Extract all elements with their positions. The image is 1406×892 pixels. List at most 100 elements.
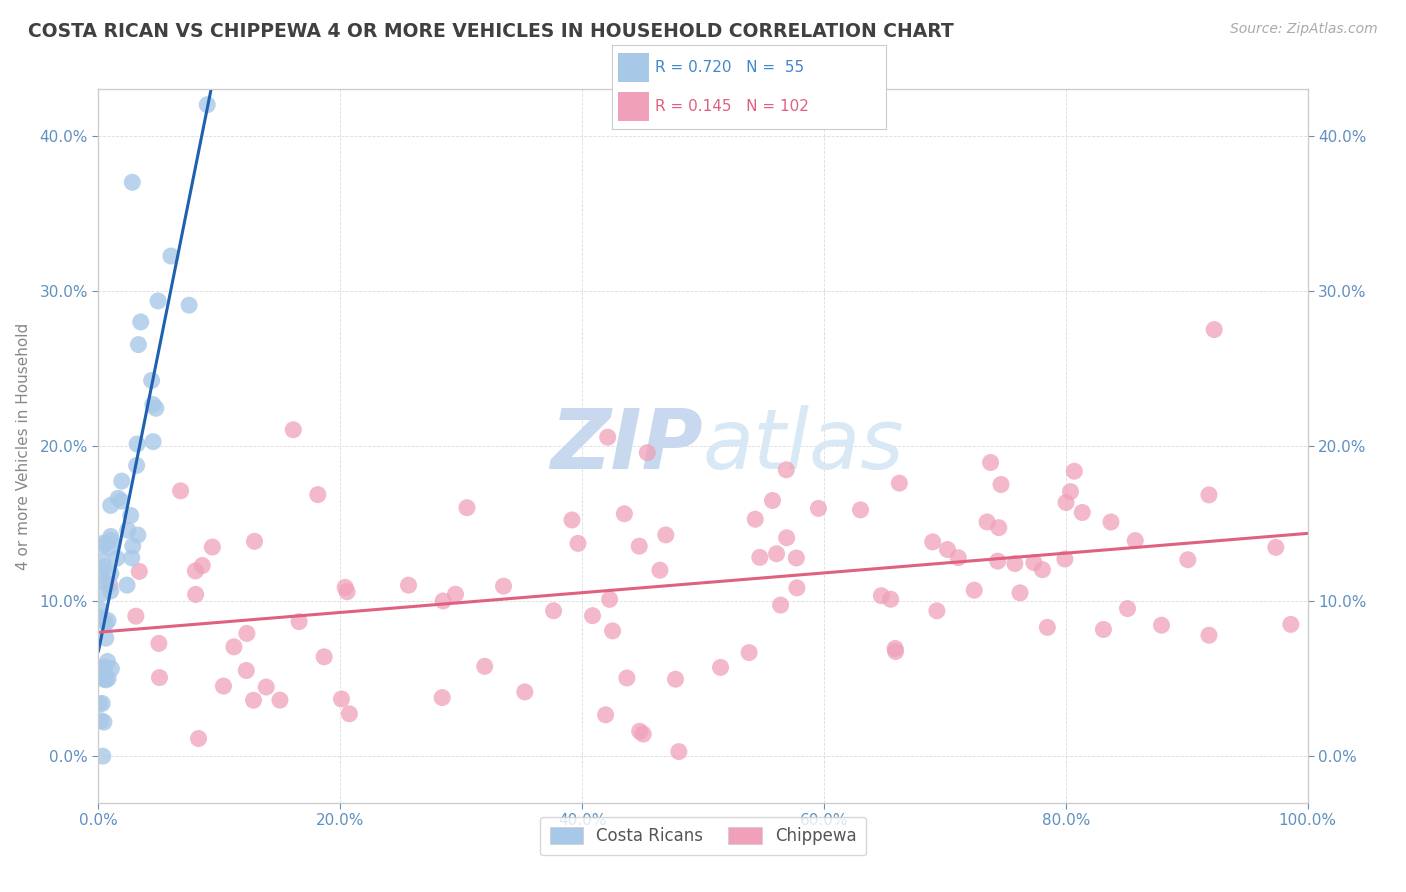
Point — [849, 503, 872, 517]
Point — [444, 587, 467, 601]
Y-axis label: 4 or more Vehicles in Household: 4 or more Vehicles in Household — [17, 322, 31, 570]
Point — [775, 531, 797, 545]
Point — [242, 693, 264, 707]
Point — [889, 476, 911, 491]
Point — [91, 614, 114, 628]
Point — [141, 373, 163, 387]
Point — [936, 542, 959, 557]
Point — [709, 660, 731, 674]
Point — [581, 608, 603, 623]
Point — [201, 540, 224, 554]
Point — [111, 474, 134, 488]
Point — [807, 501, 830, 516]
Text: atlas: atlas — [703, 406, 904, 486]
Point — [94, 575, 117, 590]
Point — [543, 604, 565, 618]
Point — [105, 551, 128, 566]
Point — [307, 488, 329, 502]
Point — [1198, 488, 1220, 502]
Point — [1036, 620, 1059, 634]
Bar — [619, 92, 648, 120]
Point — [337, 706, 360, 721]
Point — [1198, 628, 1220, 642]
Point — [1004, 557, 1026, 571]
Point — [976, 515, 998, 529]
Point — [93, 538, 115, 552]
Point — [93, 560, 115, 574]
Point — [474, 659, 496, 673]
Point — [98, 541, 121, 555]
Point — [648, 563, 671, 577]
Point — [738, 646, 761, 660]
Point — [456, 500, 478, 515]
Point — [884, 644, 907, 658]
Point — [115, 578, 138, 592]
Point — [148, 671, 170, 685]
Point — [288, 615, 311, 629]
Point — [89, 697, 111, 711]
Point — [775, 463, 797, 477]
Point — [596, 430, 619, 444]
Point — [145, 401, 167, 416]
Point — [336, 584, 359, 599]
Point — [1099, 515, 1122, 529]
Point — [100, 499, 122, 513]
Text: R = 0.720   N =  55: R = 0.720 N = 55 — [655, 60, 804, 75]
Point — [100, 662, 122, 676]
Point — [243, 534, 266, 549]
Point — [631, 727, 654, 741]
Point — [120, 508, 142, 523]
Point — [90, 714, 112, 728]
Point — [195, 97, 218, 112]
Point — [1092, 623, 1115, 637]
Point — [398, 578, 420, 592]
Point — [655, 528, 678, 542]
Point — [127, 528, 149, 542]
Point — [990, 477, 1012, 491]
Point — [664, 672, 686, 686]
Point — [100, 529, 122, 543]
Point — [283, 423, 305, 437]
Point — [432, 594, 454, 608]
Point — [127, 337, 149, 351]
Point — [148, 636, 170, 650]
Point — [94, 616, 117, 631]
Point — [668, 745, 690, 759]
Point — [1008, 586, 1031, 600]
Point — [1279, 617, 1302, 632]
Point — [602, 624, 624, 638]
Point — [786, 581, 808, 595]
Point — [100, 533, 122, 548]
Point — [184, 564, 207, 578]
Point — [222, 640, 245, 654]
Point — [90, 661, 112, 675]
Point — [1071, 506, 1094, 520]
Point — [1177, 553, 1199, 567]
Point — [948, 550, 970, 565]
Point — [89, 603, 111, 617]
Point — [1116, 601, 1139, 615]
Point — [269, 693, 291, 707]
Point — [628, 724, 651, 739]
Point — [870, 589, 893, 603]
Point — [89, 569, 111, 583]
Point — [187, 731, 209, 746]
Point — [128, 565, 150, 579]
Point — [1059, 484, 1081, 499]
Point — [595, 707, 617, 722]
Point — [925, 604, 948, 618]
Point — [98, 578, 121, 592]
Point — [100, 583, 122, 598]
Point — [125, 458, 148, 473]
Point — [1150, 618, 1173, 632]
Point — [884, 641, 907, 656]
Point — [87, 610, 110, 624]
Point — [160, 249, 183, 263]
Point — [492, 579, 515, 593]
Legend: Costa Ricans, Chippewa: Costa Ricans, Chippewa — [540, 817, 866, 855]
Point — [765, 547, 787, 561]
Point — [94, 631, 117, 645]
Point — [628, 539, 651, 553]
Point — [785, 551, 807, 566]
Point — [142, 434, 165, 449]
